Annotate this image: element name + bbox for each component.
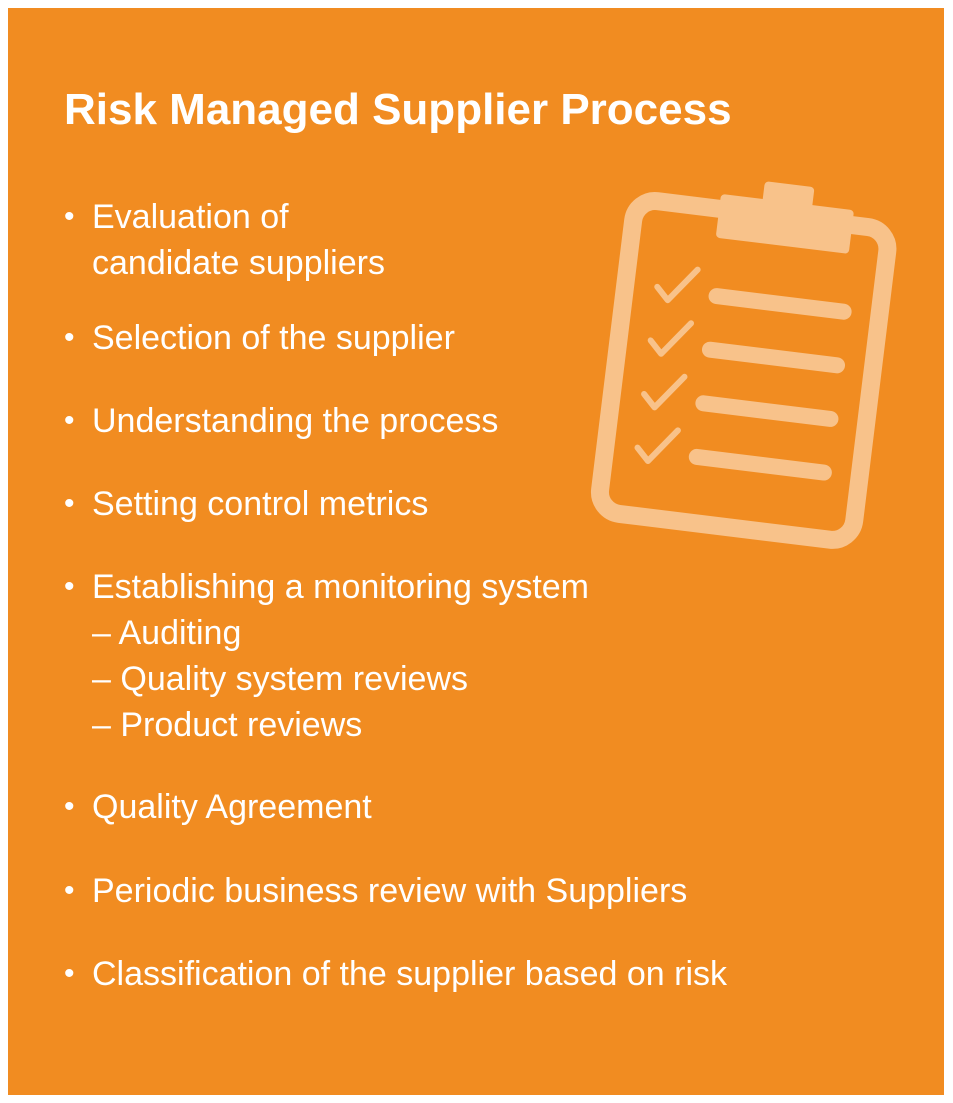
checklist-line (695, 395, 839, 427)
bullet-icon: • (64, 874, 75, 907)
list-item-text: Periodic business review with Suppliers (92, 872, 688, 910)
clipboard-clip-top (761, 181, 815, 215)
list-item-text: Quality Agreement (92, 788, 372, 826)
sub-item-auditing: – Auditing (92, 610, 589, 656)
check-mark-icon (654, 266, 701, 304)
list-item-text: Selection of the supplier (92, 319, 455, 357)
list-item-text: Establishing a monitoring system (92, 568, 590, 606)
list-item-text: Understanding the process (92, 402, 499, 440)
clipboard-clip (716, 194, 854, 254)
check-mark-icon (641, 373, 688, 411)
dash-icon: – (92, 660, 111, 698)
list-item-classification: • Classification of the supplier based o… (64, 951, 727, 997)
list-item-text: candidate suppliers (92, 244, 385, 282)
bullet-icon: • (64, 570, 75, 603)
checklist-row (634, 427, 832, 481)
list-item-control-metrics: • Setting control metrics (64, 481, 428, 527)
bullet-icon: • (64, 404, 75, 437)
info-panel: Risk Managed Supplier Process • Evaluati… (8, 8, 944, 1095)
checklist-row (641, 373, 839, 427)
check-mark-icon (647, 320, 695, 357)
sub-item-text: Product reviews (120, 706, 363, 744)
checklist-row (654, 266, 852, 320)
list-item-text: Setting control metrics (92, 485, 429, 523)
list-item-monitoring: • Establishing a monitoring system – Aud… (64, 564, 589, 748)
dash-icon: – (92, 706, 111, 744)
bullet-icon: • (64, 790, 75, 823)
list-item-quality-agreement: • Quality Agreement (64, 784, 372, 830)
sub-item-product-reviews: – Product reviews (92, 702, 589, 748)
bullet-icon: • (64, 487, 75, 520)
list-item-text: Classification of the supplier based on … (92, 955, 727, 993)
bullet-icon: • (64, 321, 75, 354)
bullet-icon: • (64, 957, 75, 990)
list-item-business-review: • Periodic business review with Supplier… (64, 868, 687, 914)
checklist-line (688, 448, 832, 481)
checklist-line (701, 341, 846, 374)
panel-title: Risk Managed Supplier Process (64, 85, 732, 134)
clipboard-checklist-icon (590, 181, 897, 549)
sub-item-text: Auditing (118, 614, 242, 652)
list-item-selection: • Selection of the supplier (64, 315, 455, 361)
dash-icon: – (92, 614, 111, 652)
list-item-understanding: • Understanding the process (64, 398, 498, 444)
list-item-text: Evaluation of (92, 198, 289, 236)
list-item-evaluation: • Evaluation of candidate suppliers (64, 194, 385, 286)
checklist-line (708, 288, 852, 320)
sub-item-quality-system-reviews: – Quality system reviews (92, 656, 589, 702)
bullet-icon: • (64, 200, 75, 233)
sub-item-text: Quality system reviews (120, 660, 469, 698)
check-mark-icon (634, 427, 681, 464)
checklist-row (647, 320, 846, 374)
